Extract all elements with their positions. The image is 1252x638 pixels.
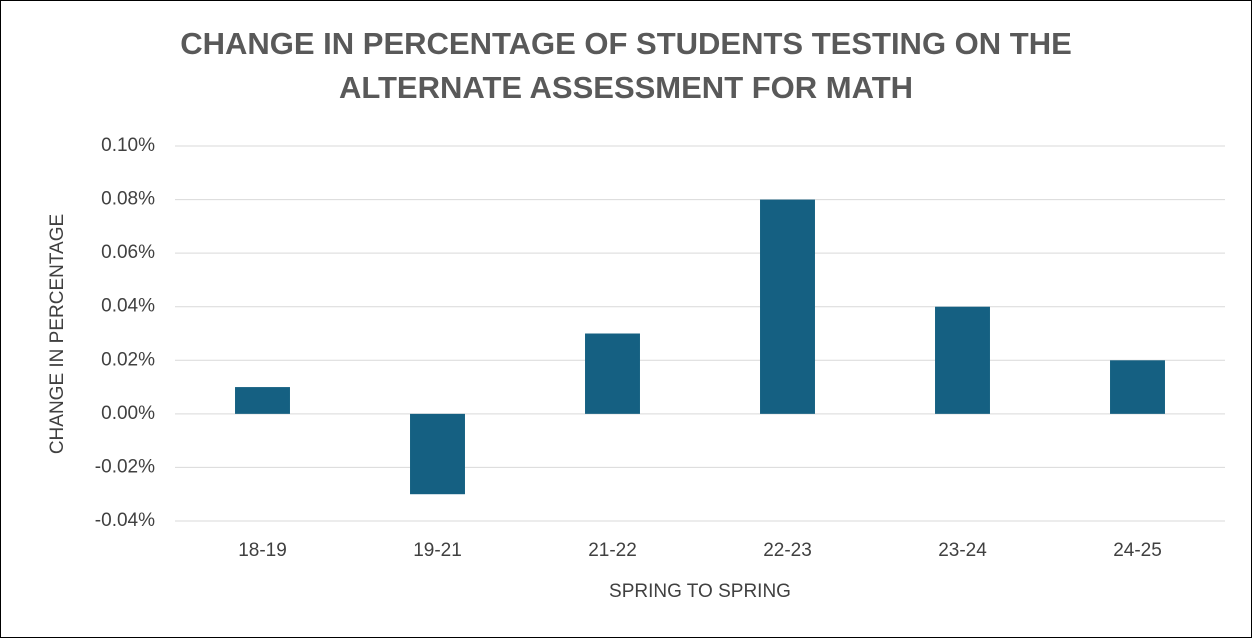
bar [585, 333, 640, 414]
y-tick-label: 0.04% [101, 296, 155, 317]
x-tick-label: 18-19 [238, 540, 287, 561]
x-tick-label: 23-24 [938, 540, 987, 561]
bar [760, 199, 815, 414]
bar [410, 413, 465, 495]
y-tick-label: 0.06% [101, 242, 155, 263]
x-tick-label: 19-21 [413, 540, 462, 561]
y-tick-label: 0.02% [101, 349, 155, 370]
x-tick-label: 21-22 [588, 540, 637, 561]
bar [235, 387, 290, 414]
x-tick-label: 22-23 [763, 540, 812, 561]
bar [935, 306, 990, 414]
x-axis-title: SPRING TO SPRING [609, 581, 791, 602]
chart-title: CHANGE IN PERCENTAGE OF STUDENTS TESTING… [180, 26, 1072, 105]
y-tick-label: 0.00% [101, 403, 155, 424]
y-tick-label: -0.02% [95, 456, 155, 477]
x-tick-label: 24-25 [1113, 540, 1162, 561]
y-tick-label: -0.04% [95, 510, 155, 531]
y-tick-label: 0.10% [101, 135, 155, 156]
bar [1110, 360, 1165, 414]
y-axis-title: CHANGE IN PERCENTAGE [47, 214, 68, 454]
y-tick-label: 0.08% [101, 189, 155, 210]
